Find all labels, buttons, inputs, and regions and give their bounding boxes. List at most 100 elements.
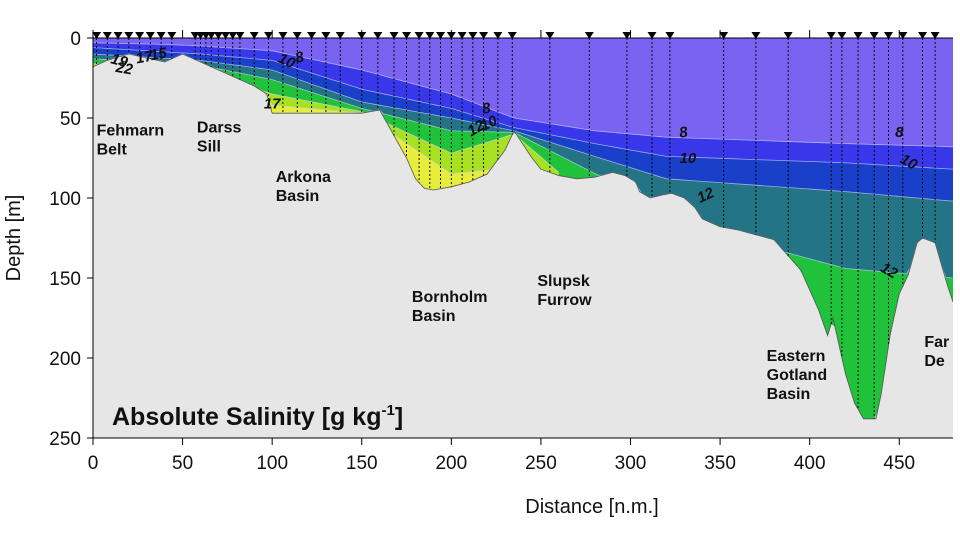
- station-marker: [826, 32, 836, 39]
- station-marker: [292, 32, 302, 39]
- basin-label-line: Eastern: [767, 348, 826, 365]
- basin-label-line: Belt: [97, 142, 128, 159]
- contour-label: 8: [481, 100, 493, 118]
- isohaline-line-10: [93, 47, 953, 170]
- station-marker: [335, 32, 345, 39]
- contour-label: 10: [897, 151, 921, 174]
- contour-label: 22: [114, 59, 135, 79]
- station-marker: [457, 32, 467, 39]
- basin-label-line: Gotland: [767, 367, 827, 384]
- contour-label: 15: [149, 44, 169, 64]
- y-axis-title: Depth [m]: [3, 195, 25, 282]
- station-marker: [507, 32, 517, 39]
- station-marker: [930, 32, 940, 39]
- contour-label: 17: [264, 95, 281, 112]
- contour-label: 19: [109, 50, 130, 71]
- station-marker: [898, 32, 908, 39]
- basin-label-line: Arkona: [276, 169, 331, 186]
- station-marker: [622, 32, 632, 39]
- x-tick-label: 250: [525, 453, 557, 474]
- station-marker: [853, 32, 863, 39]
- chart-title-suffix: ]: [395, 403, 403, 431]
- station-marker: [373, 32, 383, 39]
- station-marker: [837, 32, 847, 39]
- station-marker: [167, 32, 177, 39]
- station-marker: [278, 32, 288, 39]
- station-marker: [321, 32, 331, 39]
- contour-label: 10: [679, 150, 696, 167]
- station-marker: [307, 32, 317, 39]
- basin-label-line: Bornholm: [412, 289, 488, 306]
- basin-label-line: Slupsk: [537, 273, 590, 290]
- x-axis-title: Distance [n.m.]: [525, 496, 658, 518]
- station-marker: [869, 32, 879, 39]
- x-tick-label: 400: [794, 453, 826, 474]
- isohaline-line-13: [93, 53, 953, 279]
- station-marker: [665, 32, 675, 39]
- station-marker: [264, 32, 274, 39]
- station-marker: [113, 32, 123, 39]
- station-marker: [468, 32, 478, 39]
- contour-label: 17: [134, 48, 154, 68]
- axes: 0 50 100 150 200 250 300 350 400 450 0 50 100 150 200 2…: [49, 29, 953, 474]
- contour-label: 12: [464, 117, 488, 140]
- basin-label-line: De: [924, 353, 945, 370]
- x-tick-label: 300: [615, 453, 647, 474]
- station-marker: [235, 32, 245, 39]
- station-marker: [228, 32, 238, 39]
- seabed-outline: [93, 53, 953, 420]
- x-tick-label: 50: [172, 453, 193, 474]
- station-marker: [584, 32, 594, 39]
- station-marker: [479, 32, 489, 39]
- station-marker: [425, 32, 435, 39]
- chart-title-superscript: -1: [381, 402, 394, 419]
- basin-label: Arkona Basin: [276, 169, 331, 205]
- contour-label: 12: [694, 184, 717, 207]
- station-marker: [545, 32, 555, 39]
- isohaline-layer-13: [93, 54, 953, 419]
- x-tick-label: 200: [435, 453, 467, 474]
- contour-label: 10: [275, 50, 298, 73]
- water-surface-layer: [93, 38, 953, 419]
- station-marker: [156, 32, 166, 39]
- station-marker: [493, 32, 503, 39]
- station-marker: [647, 32, 657, 39]
- plot-area: [93, 38, 953, 438]
- section-fill: [93, 38, 953, 438]
- basin-label-line: Basin: [767, 386, 811, 403]
- y-tick-label: 250: [49, 429, 81, 450]
- y-tick-label: 50: [60, 109, 81, 130]
- basin-label: Darss Sill: [197, 119, 242, 155]
- y-tick-label: 150: [49, 269, 81, 290]
- y-tick-label: 200: [49, 349, 81, 370]
- station-marker: [783, 32, 793, 39]
- isohaline-layer-15: [93, 54, 559, 190]
- contour-label: 8: [895, 124, 904, 141]
- contour-label: 12: [877, 259, 901, 282]
- basin-label: Fehmarn Belt: [97, 123, 165, 159]
- station-marker: [221, 32, 231, 39]
- basin-label-line: Sill: [197, 138, 221, 155]
- station-marker: [719, 32, 729, 39]
- station-marker: [884, 32, 893, 39]
- basin-label-line: Basin: [412, 308, 456, 325]
- isohaline-line-8: [93, 42, 953, 148]
- basin-label: Eastern Gotland Basin: [767, 348, 827, 403]
- station-marker: [249, 32, 259, 39]
- station-lines: [92, 32, 940, 419]
- x-tick-label: 150: [346, 453, 378, 474]
- station-marker: [389, 32, 399, 39]
- station-marker: [206, 32, 216, 39]
- x-tick-label: 100: [256, 453, 288, 474]
- basin-label: Far De: [924, 334, 949, 370]
- x-tick-label: 350: [704, 453, 736, 474]
- basin-label-line: Furrow: [537, 292, 592, 309]
- y-tick-label: 0: [70, 29, 81, 50]
- basin-label-line: Fehmarn: [97, 123, 165, 140]
- chart-title: Absolute Salinity [g kg-1]: [112, 402, 403, 431]
- basin-label: Slupsk Furrow: [537, 273, 592, 309]
- station-marker: [135, 32, 145, 39]
- station-marker: [102, 32, 112, 39]
